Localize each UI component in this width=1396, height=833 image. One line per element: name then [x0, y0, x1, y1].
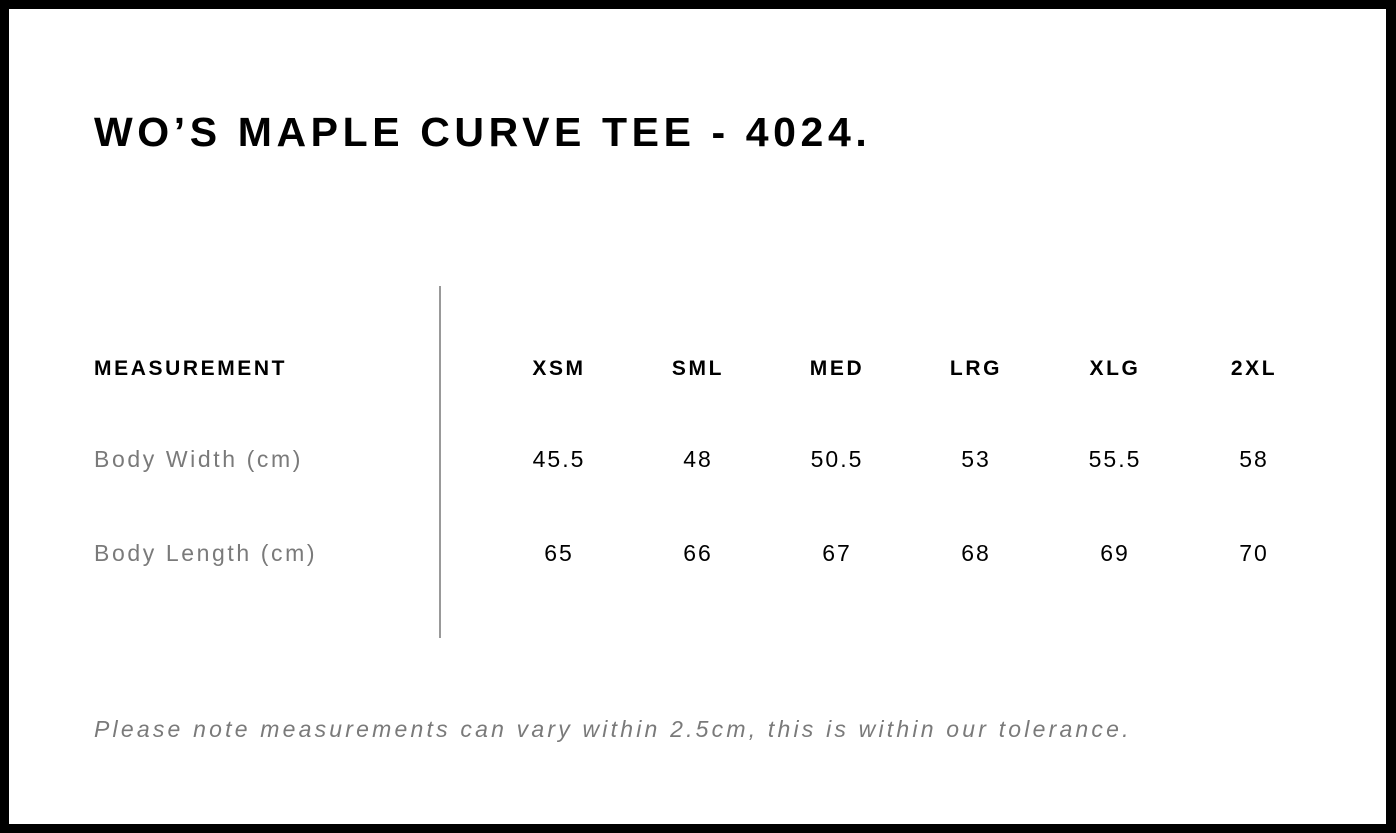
table-cell: 70	[1239, 540, 1269, 566]
size-header-med: MED	[809, 357, 865, 380]
page-title: WO’S MAPLE CURVE TEE - 4024.	[94, 109, 872, 155]
measurement-header: MEASUREMENT	[94, 357, 288, 380]
size-header-2xl: 2XL	[1230, 357, 1278, 380]
table-cell: 66	[683, 540, 713, 566]
tolerance-note: Please note measurements can vary within…	[94, 716, 1132, 742]
column-divider	[439, 286, 441, 638]
size-header-sml: SML	[671, 357, 725, 380]
size-header-xlg: XLG	[1089, 357, 1141, 380]
table-cell: 68	[961, 540, 991, 566]
table-cell: 55.5	[1088, 446, 1142, 472]
table-cell: 67	[822, 540, 852, 566]
size-header-lrg: LRG	[949, 357, 1003, 380]
table-cell: 50.5	[810, 446, 864, 472]
table-cell: 65	[544, 540, 574, 566]
row-label: Body Width (cm)	[94, 446, 303, 472]
size-chart-card: WO’S MAPLE CURVE TEE - 4024. MEASUREMENT…	[9, 9, 1386, 824]
size-header-xsm: XSM	[532, 357, 586, 380]
table-cell: 53	[961, 446, 991, 472]
table-cell: 48	[683, 446, 713, 472]
table-cell: 69	[1100, 540, 1130, 566]
table-cell: 58	[1239, 446, 1269, 472]
table-cell: 45.5	[532, 446, 586, 472]
row-label: Body Length (cm)	[94, 540, 318, 566]
